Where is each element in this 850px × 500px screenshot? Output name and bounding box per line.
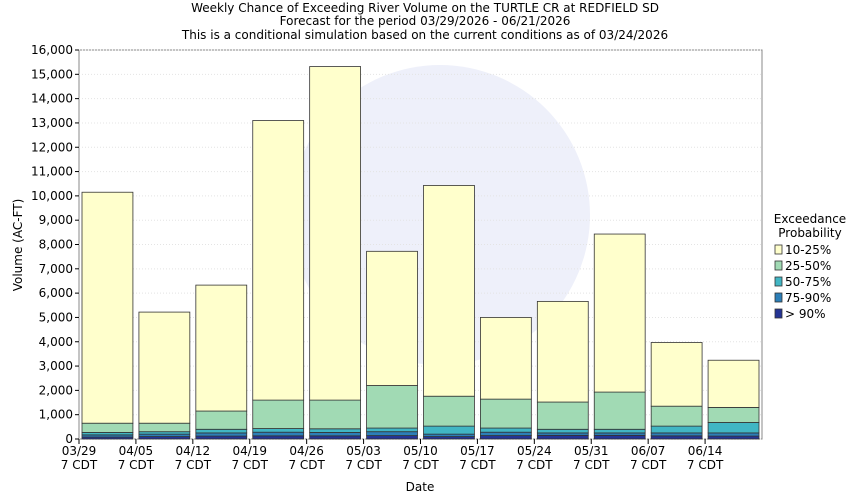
- bar-segment: [195, 284, 248, 412]
- y-tick-label: 5,000: [39, 310, 73, 324]
- x-tick-label: 04/26 7 CDT: [288, 444, 325, 472]
- x-tick-label: 04/19 7 CDT: [231, 444, 268, 472]
- x-axis-label: Date: [406, 480, 435, 494]
- legend-swatch: [774, 308, 783, 319]
- bar-segment: [423, 395, 475, 427]
- y-tick-label: 10,000: [31, 189, 73, 203]
- bar-segment: [707, 422, 760, 434]
- legend-swatch: [774, 260, 783, 271]
- bar-segment: [707, 432, 760, 437]
- bar-segment: [195, 432, 248, 437]
- bar-segment: [480, 427, 532, 433]
- bar-segment: [252, 399, 305, 429]
- y-tick-label: 12,000: [31, 140, 73, 154]
- x-tick-label: 04/12 7 CDT: [174, 444, 212, 472]
- x-tick-label: 06/07 7 CDT: [629, 444, 667, 472]
- bar-segment: [423, 425, 475, 435]
- y-tick-label: 1,000: [39, 408, 73, 422]
- bar-segment: [650, 425, 703, 434]
- legend-label: > 90%: [785, 307, 826, 321]
- bar-segment: [536, 300, 589, 403]
- bar-segment: [650, 405, 703, 427]
- bar-segment: [480, 398, 532, 429]
- y-axis-label: Volume (AC-FT): [11, 199, 25, 292]
- y-tick-label: 2,000: [39, 383, 73, 397]
- legend-label: 75-90%: [785, 291, 831, 305]
- bar-segment: [536, 434, 589, 440]
- legend-label: 50-75%: [785, 275, 831, 289]
- bar-segment: [252, 435, 305, 440]
- bar-segment: [195, 410, 248, 430]
- bar-segment: [593, 428, 646, 434]
- x-tick-label: 05/24 7 CDT: [516, 444, 553, 472]
- bar-segment: [81, 191, 134, 424]
- bar-segment: [423, 185, 475, 397]
- y-tick-label: 13,000: [31, 116, 73, 130]
- y-tick-label: 14,000: [31, 92, 73, 106]
- y-tick-label: 16,000: [31, 43, 73, 57]
- bar-segment: [252, 431, 305, 437]
- bar-segment: [480, 317, 532, 400]
- bar-segment: [593, 391, 646, 430]
- chart-subtitle: Forecast for the period 03/29/2026 - 06/…: [280, 14, 571, 28]
- bar-segment: [138, 422, 191, 433]
- bar-segment: [707, 435, 760, 440]
- chart-title: Weekly Chance of Exceeding River Volume …: [191, 1, 659, 15]
- y-tick-label: 3,000: [39, 359, 73, 373]
- bar-segment: [252, 428, 305, 433]
- bar-segment: [593, 233, 646, 393]
- bar-segment: [309, 66, 361, 401]
- y-tick-label: 6,000: [39, 286, 73, 300]
- bar-segment: [366, 385, 418, 429]
- bar-segment: [138, 311, 191, 424]
- bar-segment: [650, 342, 703, 407]
- x-tick-label: 06/14 7 CDT: [686, 444, 724, 472]
- x-tick-label: 05/10 7 CDT: [402, 444, 439, 472]
- bar-segment: [650, 435, 703, 440]
- x-tick-label: 03/29 7 CDT: [60, 444, 98, 472]
- bar-segment: [309, 435, 361, 440]
- y-tick-label: 0: [65, 432, 73, 446]
- bar-segment: [707, 359, 760, 408]
- bar-segment: [536, 401, 589, 430]
- x-tick-label: 05/03 7 CDT: [345, 444, 382, 472]
- legend-swatch: [774, 244, 783, 255]
- y-tick-label: 9,000: [39, 213, 73, 227]
- x-tick-label: 04/05 7 CDT: [117, 444, 155, 472]
- y-tick-label: 7,000: [39, 262, 73, 276]
- y-tick-label: 8,000: [39, 238, 73, 252]
- bar-segment: [195, 435, 248, 440]
- y-tick-label: 11,000: [31, 165, 73, 179]
- bar-segment: [252, 120, 305, 401]
- bar-segment: [309, 432, 361, 437]
- bar-segment: [81, 422, 134, 433]
- legend-swatch: [774, 292, 783, 303]
- legend-swatch: [774, 276, 783, 287]
- bar-segment: [480, 435, 532, 440]
- legend-label: 25-50%: [785, 259, 831, 273]
- y-tick-label: 15,000: [31, 67, 73, 81]
- bar-segment: [593, 434, 646, 440]
- bar-segment: [366, 250, 418, 386]
- bar-segment: [650, 432, 703, 437]
- x-tick-label: 05/17 7 CDT: [459, 444, 496, 472]
- y-tick-label: 4,000: [39, 335, 73, 349]
- chart-note: This is a conditional simulation based o…: [181, 28, 668, 42]
- legend-title: Exceedance Probability: [773, 212, 847, 240]
- bar-segment: [366, 435, 418, 440]
- bar-segment: [366, 427, 418, 433]
- legend-label: 10-25%: [785, 243, 831, 257]
- bar-segment: [309, 428, 361, 433]
- bar-segment: [707, 406, 760, 423]
- bar-segment: [195, 428, 248, 434]
- x-tick-label: 05/31 7 CDT: [573, 444, 610, 472]
- bar-segment: [309, 399, 361, 430]
- bar-segment: [366, 431, 418, 436]
- bar-segment: [536, 428, 589, 434]
- bar-segment: [480, 431, 532, 436]
